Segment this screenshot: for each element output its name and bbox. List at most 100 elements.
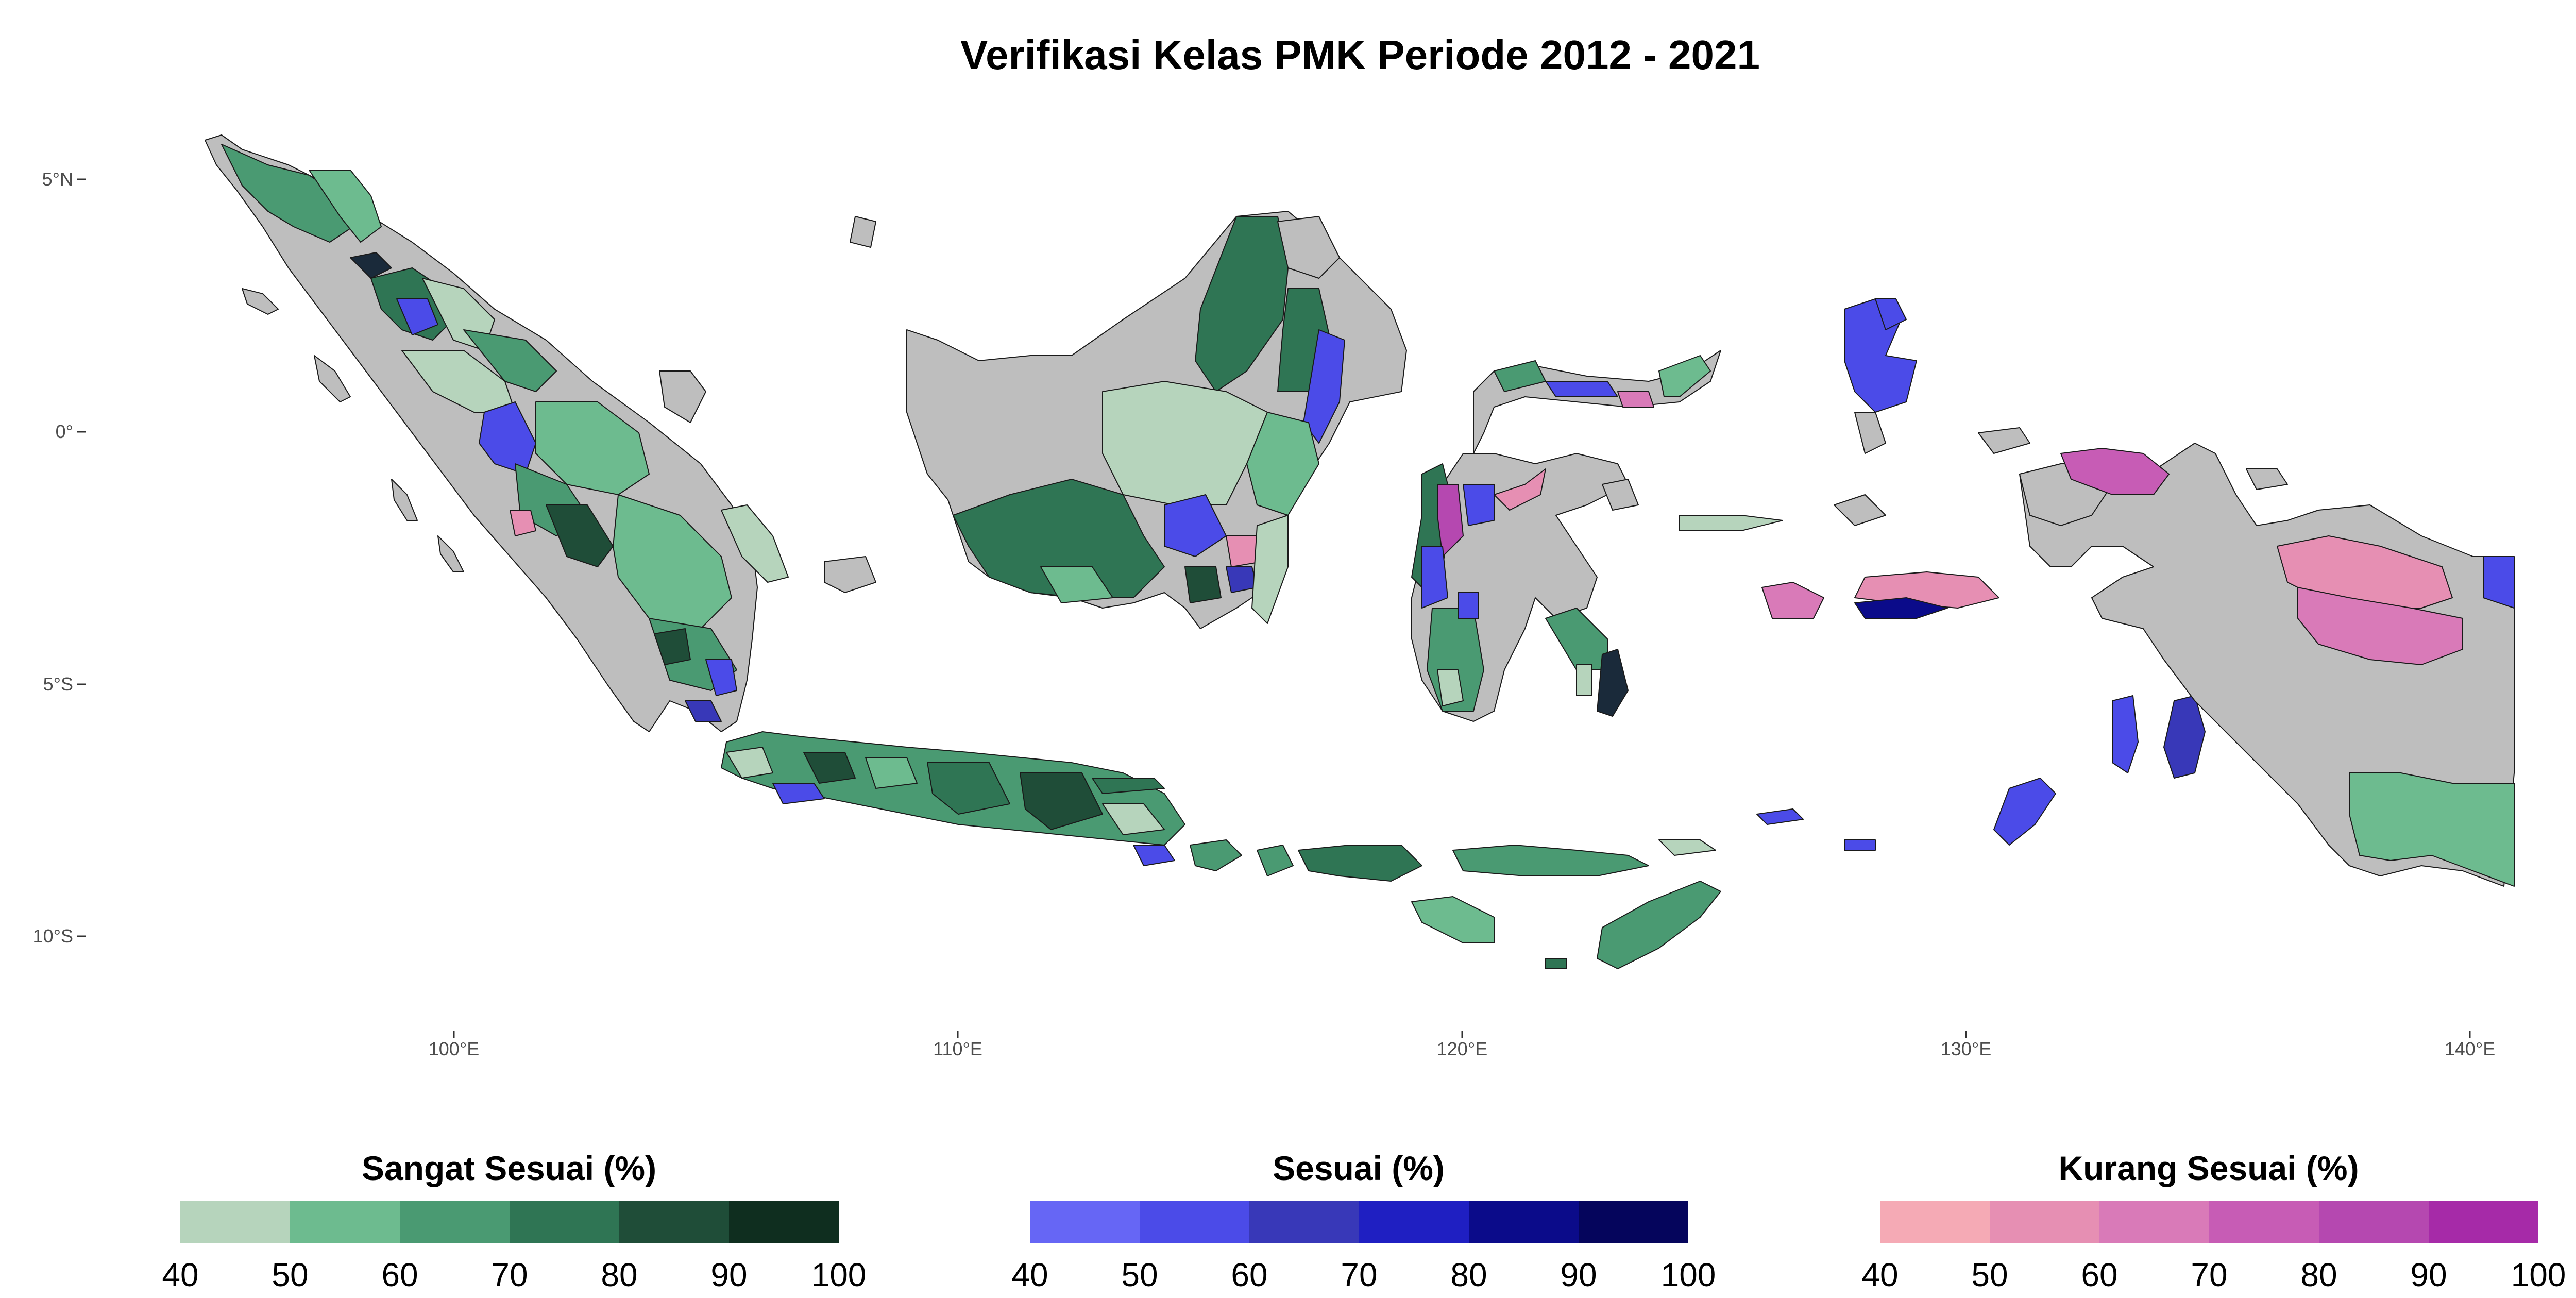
sulawesi-south-blue-2 xyxy=(1458,592,1479,619)
legend-tick: 60 xyxy=(2081,1256,2117,1293)
legend-swatch xyxy=(400,1201,510,1243)
legend-title-kurang-sesuai: Kurang Sesuai (%) xyxy=(2058,1149,2359,1187)
kalimantan xyxy=(906,211,1407,629)
java-mid-dark xyxy=(927,762,1010,815)
legend-tick: 40 xyxy=(1011,1256,1048,1293)
legend-tick: 100 xyxy=(2511,1256,2566,1293)
legend-tick: 40 xyxy=(162,1256,198,1293)
sumba-island xyxy=(1411,896,1495,943)
java-west-dark xyxy=(803,752,856,784)
legend-tick: 80 xyxy=(2300,1256,2337,1293)
legend-tick: 50 xyxy=(1121,1256,1158,1293)
java-west-blue xyxy=(772,783,825,804)
sulawesi xyxy=(1411,350,1721,722)
kalimantan-north-green xyxy=(1195,216,1289,392)
sulawesi-southeast-light xyxy=(1576,664,1592,696)
legend-swatch xyxy=(1990,1201,2099,1243)
legend-title-sesuai: Sesuai (%) xyxy=(1273,1149,1445,1187)
buton-dark xyxy=(1597,649,1629,717)
legend-swatch xyxy=(1880,1201,1990,1243)
kalimantan-southeast-blue xyxy=(1226,566,1258,593)
banggai-island xyxy=(1602,479,1639,511)
y-tick-label-10s: 10°S xyxy=(33,925,73,947)
sumatra-north-blue xyxy=(396,298,438,335)
sumatra xyxy=(205,134,758,732)
legend-swatch xyxy=(2319,1201,2429,1243)
legend-swatch xyxy=(2429,1201,2538,1243)
simeulue-island xyxy=(242,288,279,315)
x-tick-label-130e: 130°E xyxy=(1941,1038,1991,1059)
kalimantan-central-light xyxy=(1102,381,1268,505)
map-title: Verifikasi Kelas PMK Periode 2012 - 2021 xyxy=(960,32,1760,78)
kalimantan-dark-green xyxy=(1184,566,1222,603)
papua-northwest-purple xyxy=(2060,448,2170,495)
waigeo-island xyxy=(1978,427,2030,454)
legend-tick: 70 xyxy=(1341,1256,1377,1293)
tanimbar-island xyxy=(1993,778,2056,846)
legend-tick: 90 xyxy=(2410,1256,2447,1293)
sumatra-jambi-dark xyxy=(546,504,614,567)
halmahera-grey xyxy=(1854,412,1886,454)
legend-tick: 60 xyxy=(1231,1256,1267,1293)
y-tick-label-5n: 5°N xyxy=(42,168,73,190)
sulawesi-north-blue xyxy=(1545,381,1618,397)
y-tick-label-0: 0° xyxy=(56,421,73,442)
sulawesi-purple xyxy=(1437,484,1464,557)
legend-swatch xyxy=(510,1201,619,1243)
legend-tick: 90 xyxy=(1560,1256,1597,1293)
legend-tick: 40 xyxy=(1861,1256,1898,1293)
java-mid-green xyxy=(865,757,918,789)
sulawesi-central-pink xyxy=(1494,468,1546,511)
kalimantan-east-blue xyxy=(1303,329,1345,444)
legend-sesuai: Sesuai (%) 40 50 60 70 80 90 100 xyxy=(1011,1149,1716,1293)
wetar-island xyxy=(1756,808,1804,825)
sabah-tip xyxy=(1277,216,1340,279)
legend-swatch xyxy=(180,1201,290,1243)
sula-island xyxy=(1679,515,1783,531)
map-regions xyxy=(205,134,2515,969)
sumatra-lampung-dark xyxy=(654,628,691,665)
sulawesi-south-blue xyxy=(1421,546,1448,609)
babar-island xyxy=(1844,839,1876,851)
java-west-light xyxy=(726,747,773,779)
x-axis: 100°E 110°E 120°E 130°E 140°E xyxy=(429,1031,2495,1059)
papua-east-blue xyxy=(2483,556,2515,609)
aru-island xyxy=(2163,695,2206,779)
legend-swatch xyxy=(1359,1201,1469,1243)
alor-island xyxy=(1658,839,1716,856)
sulawesi-south-light xyxy=(1437,669,1464,706)
legend-swatch xyxy=(729,1201,839,1243)
sumatra-aceh-region xyxy=(221,144,361,243)
legend-swatch xyxy=(1140,1201,1249,1243)
sulawesi-north-pink xyxy=(1617,391,1654,408)
sumatra-south-tip-blue xyxy=(685,700,722,722)
legend-swatch xyxy=(290,1201,400,1243)
x-tick-label-100e: 100°E xyxy=(429,1038,479,1059)
legend-swatch xyxy=(2099,1201,2209,1243)
bangka-island xyxy=(721,504,789,583)
rote-island xyxy=(1545,958,1567,969)
mentawai-island-1 xyxy=(391,479,418,521)
papua-south-green xyxy=(2349,772,2515,887)
legend-kurang-sesuai: Kurang Sesuai (%) 40 50 60 70 80 90 100 xyxy=(1861,1149,2566,1293)
buru-island xyxy=(1834,494,1886,526)
legend-swatch xyxy=(1030,1201,1140,1243)
legend-sangat-sesuai: Sangat Sesuai (%) 40 50 60 70 80 90 100 xyxy=(162,1149,866,1293)
java-east-light xyxy=(1102,803,1165,835)
laut-island xyxy=(1251,515,1289,624)
legend-tick: 60 xyxy=(381,1256,418,1293)
biak-island xyxy=(2246,468,2288,490)
sulawesi-northeast-green xyxy=(1658,355,1711,397)
morotai-island xyxy=(1875,298,1907,330)
legend-swatch xyxy=(1249,1201,1359,1243)
legend-tick: 100 xyxy=(1661,1256,1716,1293)
legend-tick: 70 xyxy=(491,1256,528,1293)
sumatra-west-green xyxy=(463,329,557,392)
legend-swatch xyxy=(619,1201,729,1243)
sumatra-aceh-north xyxy=(309,170,382,243)
ambon-blue xyxy=(1854,597,1948,619)
timor-island xyxy=(1597,881,1721,969)
x-tick-label-140e: 140°E xyxy=(2445,1038,2495,1059)
natuna-island xyxy=(850,216,876,248)
